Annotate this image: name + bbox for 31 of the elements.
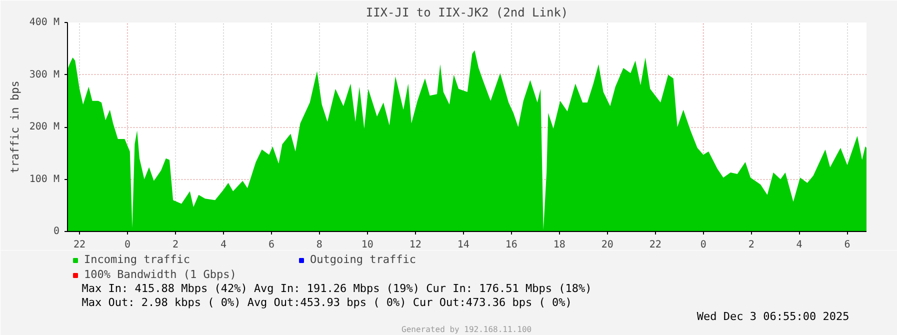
x-tick-label: 2 — [172, 240, 178, 250]
legend-label: Outgoing traffic — [310, 253, 417, 266]
text: Generated by 192.168.11.100 — [402, 325, 532, 334]
x-tick-label: 12 — [409, 240, 422, 250]
y-tick-label: 400 M — [29, 17, 60, 28]
x-tick-label: 6 — [844, 240, 850, 250]
y-tick-label: 0 — [53, 226, 60, 237]
x-tick-label: 4 — [796, 240, 802, 250]
x-tick-label: 22 — [73, 240, 86, 250]
x-tick-label: 22 — [649, 240, 662, 250]
x-tick-label: 6 — [268, 240, 274, 250]
chart-title: IIX-JI to IIX-JK2 (2nd Link) — [366, 6, 568, 20]
text: Max In: 415.88 Mbps (42%) Avg In: 191.26 Mbps (19%) Cur In: 176.51 Mbps (18%) — [82, 282, 592, 295]
x-tick-label: 16 — [505, 240, 518, 250]
text: Wed Dec 3 06:55:00 2025 — [696, 310, 850, 323]
y-tick-label: 300 M — [29, 69, 60, 80]
x-tick-label: 8 — [316, 240, 322, 250]
x-tick-label: 14 — [457, 240, 470, 250]
x-tick-label: 10 — [361, 240, 374, 250]
x-tick-label: 20 — [601, 240, 614, 250]
x-tick-label: 2 — [748, 240, 754, 250]
y-tick-label: 200 M — [29, 122, 60, 132]
legend-label: Incoming traffic — [84, 253, 191, 266]
x-tick-label: 0 — [700, 240, 706, 250]
legend-label: 100% Bandwidth (1 Gbps) — [84, 268, 238, 281]
y-axis-title: traffic in bps — [8, 80, 22, 174]
text: Max Out: 2.98 kbps ( 0%) Avg Out:453.93 bps ( 0%) Cur Out:473.36 bps ( 0%) — [82, 296, 572, 309]
x-tick-label: 18 — [553, 240, 566, 250]
x-tick-label: 4 — [220, 240, 226, 250]
y-tick-label: 100 M — [29, 174, 60, 185]
x-tick-label: 0 — [124, 240, 131, 250]
